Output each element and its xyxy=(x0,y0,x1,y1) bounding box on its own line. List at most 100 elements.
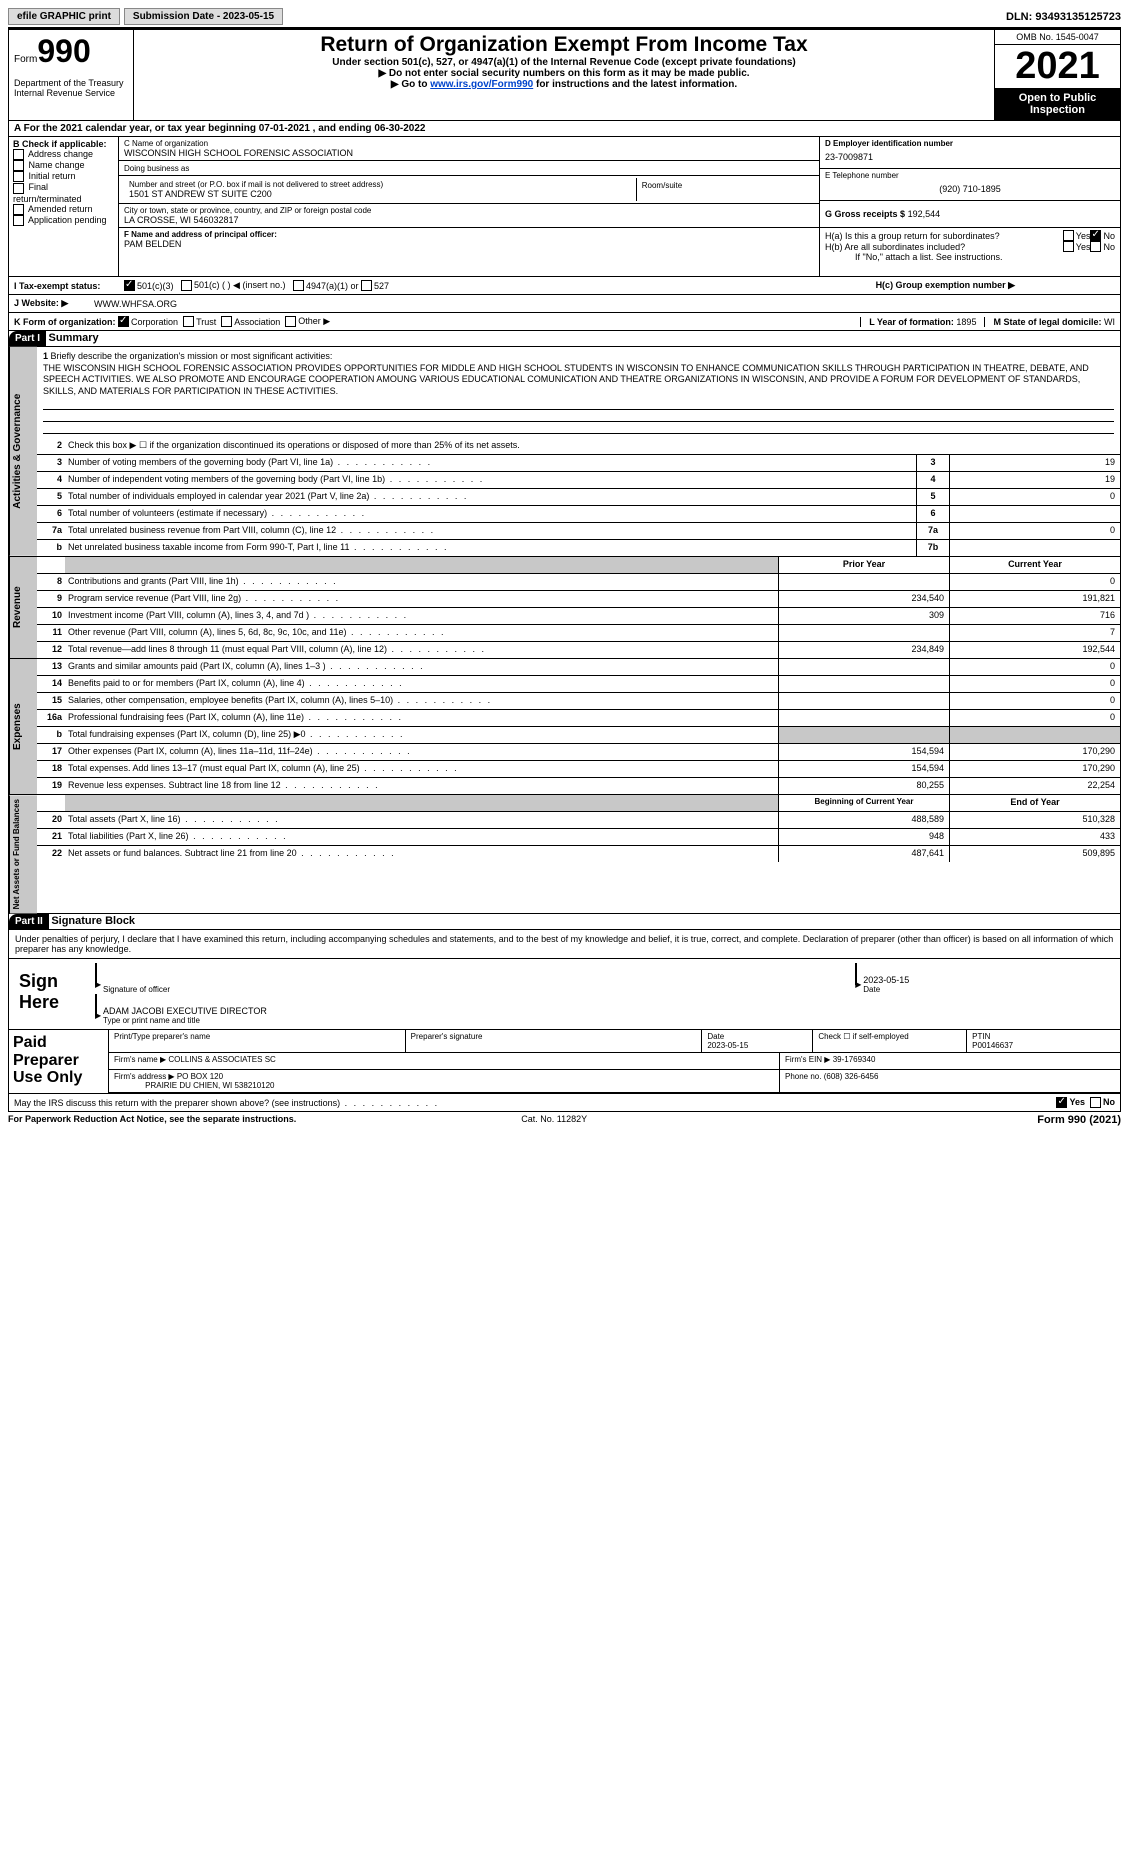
data-row: 5Total number of individuals employed in… xyxy=(37,489,1120,506)
data-row: 14Benefits paid to or for members (Part … xyxy=(37,676,1120,693)
data-row: 20Total assets (Part X, line 16)488,5895… xyxy=(37,812,1120,829)
form-title: Return of Organization Exempt From Incom… xyxy=(139,33,989,57)
other-checkbox[interactable] xyxy=(285,316,296,327)
section-c: C Name of organization WISCONSIN HIGH SC… xyxy=(119,137,820,276)
checkbox-final-return/terminated[interactable] xyxy=(13,183,24,194)
data-row: 13Grants and similar amounts paid (Part … xyxy=(37,659,1120,676)
info-grid: B Check if applicable: Address change Na… xyxy=(8,137,1121,277)
sign-here-label: Sign Here xyxy=(15,963,95,1025)
name-label: C Name of organization xyxy=(124,139,814,148)
part1-header: Part I Summary xyxy=(8,331,1121,347)
netassets-label: Net Assets or Fund Balances xyxy=(9,795,37,913)
officer-print-name: ADAM JACOBI EXECUTIVE DIRECTOR xyxy=(103,1006,267,1016)
officer-name: PAM BELDEN xyxy=(124,239,814,249)
data-row: 9Program service revenue (Part VIII, lin… xyxy=(37,591,1120,608)
taxexempt-label: I Tax-exempt status: xyxy=(14,281,124,291)
declaration: Under penalties of perjury, I declare th… xyxy=(8,930,1121,959)
gross-value: 192,544 xyxy=(908,209,941,219)
hb-yes-checkbox[interactable] xyxy=(1063,241,1074,252)
ptin-value: P00146637 xyxy=(972,1041,1115,1050)
dept-text: Department of the Treasury Internal Reve… xyxy=(14,70,128,98)
trust-checkbox[interactable] xyxy=(183,316,194,327)
data-row: 18Total expenses. Add lines 13–17 (must … xyxy=(37,761,1120,778)
corp-checkbox[interactable] xyxy=(118,316,129,327)
data-row: 3Number of voting members of the governi… xyxy=(37,455,1120,472)
activities-label: Activities & Governance xyxy=(9,347,37,556)
expenses-section: Expenses 13Grants and similar amounts pa… xyxy=(8,659,1121,795)
phone-value: (920) 710-1895 xyxy=(825,180,1115,198)
checkbox-initial-return[interactable] xyxy=(13,171,24,182)
firm-phone: (608) 326-6456 xyxy=(824,1072,879,1081)
501c-checkbox[interactable] xyxy=(181,280,192,291)
firm-address: PO BOX 120 xyxy=(177,1072,223,1081)
dba-label: Doing business as xyxy=(124,164,189,173)
formorg-label: K Form of organization: xyxy=(14,317,116,327)
room-label: Room/suite xyxy=(642,181,682,190)
phone-label: E Telephone number xyxy=(825,171,1115,180)
right-info: D Employer identification number 23-7009… xyxy=(820,137,1120,276)
sign-here-block: Sign Here 2023-05-15 Signature of office… xyxy=(8,959,1121,1030)
irs-link[interactable]: www.irs.gov/Form990 xyxy=(430,79,533,90)
data-row: bTotal fundraising expenses (Part IX, co… xyxy=(37,727,1120,744)
org-address: 1501 ST ANDREW ST SUITE C200 xyxy=(129,189,631,199)
mission-text: THE WISCONSIN HIGH SCHOOL FORENSIC ASSOC… xyxy=(43,363,1089,396)
firm-name: COLLINS & ASSOCIATES SC xyxy=(168,1055,275,1064)
assoc-checkbox[interactable] xyxy=(221,316,232,327)
data-row: 10Investment income (Part VIII, column (… xyxy=(37,608,1120,625)
firm-ein: 39-1769340 xyxy=(833,1055,876,1064)
subtitle-3: ▶ Go to www.irs.gov/Form990 for instruct… xyxy=(139,79,989,90)
year-formation: 1895 xyxy=(956,317,976,327)
section-b: B Check if applicable: Address change Na… xyxy=(9,137,119,276)
ein-label: D Employer identification number xyxy=(825,139,1115,148)
data-row: 16aProfessional fundraising fees (Part I… xyxy=(37,710,1120,727)
data-row: 19Revenue less expenses. Subtract line 1… xyxy=(37,778,1120,794)
addr-label: Number and street (or P.O. box if mail i… xyxy=(129,180,631,189)
4947-checkbox[interactable] xyxy=(293,280,304,291)
page-footer: For Paperwork Reduction Act Notice, see … xyxy=(8,1112,1121,1128)
section-b-item: Initial return xyxy=(13,171,114,182)
form-word: Form xyxy=(14,54,37,65)
form-id-cell: Form990 Department of the Treasury Inter… xyxy=(9,30,134,120)
pra-notice: For Paperwork Reduction Act Notice, see … xyxy=(8,1114,296,1126)
section-b-item: Amended return xyxy=(13,204,114,215)
discuss-yes-checkbox[interactable] xyxy=(1056,1097,1067,1108)
data-row: 22Net assets or fund balances. Subtract … xyxy=(37,846,1120,862)
ha-no-checkbox[interactable] xyxy=(1090,230,1101,241)
section-i: I Tax-exempt status: 501(c)(3) 501(c) ( … xyxy=(8,277,1121,295)
efile-button[interactable]: efile GRAPHIC print xyxy=(8,8,120,25)
data-row: 8Contributions and grants (Part VIII, li… xyxy=(37,574,1120,591)
omb-number: OMB No. 1545-0047 xyxy=(995,30,1120,45)
section-k-l-m: K Form of organization: Corporation Trus… xyxy=(8,313,1121,331)
org-city: LA CROSSE, WI 546032817 xyxy=(124,215,814,225)
state-domicile: WI xyxy=(1104,317,1115,327)
ha-text: H(a) Is this a group return for subordin… xyxy=(825,231,1063,241)
dln-text: DLN: 93493135125723 xyxy=(1006,11,1121,23)
checkbox-amended-return[interactable] xyxy=(13,204,24,215)
data-row: 17Other expenses (Part IX, column (A), l… xyxy=(37,744,1120,761)
data-row: 15Salaries, other compensation, employee… xyxy=(37,693,1120,710)
title-cell: Return of Organization Exempt From Incom… xyxy=(134,30,995,120)
section-b-item: Address change xyxy=(13,149,114,160)
expenses-label: Expenses xyxy=(9,659,37,794)
527-checkbox[interactable] xyxy=(361,280,372,291)
org-name: WISCONSIN HIGH SCHOOL FORENSIC ASSOCIATI… xyxy=(124,148,814,158)
data-row: 6Total number of volunteers (estimate if… xyxy=(37,506,1120,523)
501c3-checkbox[interactable] xyxy=(124,280,135,291)
data-row: 21Total liabilities (Part X, line 26)948… xyxy=(37,829,1120,846)
discuss-no-checkbox[interactable] xyxy=(1090,1097,1101,1108)
checkbox-address-change[interactable] xyxy=(13,149,24,160)
gross-label: G Gross receipts $ xyxy=(825,209,905,219)
paid-preparer-block: Paid Preparer Use Only Print/Type prepar… xyxy=(8,1030,1121,1094)
checkbox-name-change[interactable] xyxy=(13,160,24,171)
ha-yes-checkbox[interactable] xyxy=(1063,230,1074,241)
subtitle-1: Under section 501(c), 527, or 4947(a)(1)… xyxy=(139,57,989,68)
revenue-label: Revenue xyxy=(9,557,37,658)
officer-label: F Name and address of principal officer: xyxy=(124,230,814,239)
section-b-item: Application pending xyxy=(13,215,114,226)
submission-button[interactable]: Submission Date - 2023-05-15 xyxy=(124,8,283,25)
section-b-item: Final return/terminated xyxy=(13,182,114,203)
website-label: J Website: ▶ xyxy=(14,298,94,309)
mission-block: 1 Briefly describe the organization's mi… xyxy=(37,347,1120,438)
checkbox-application-pending[interactable] xyxy=(13,215,24,226)
hb-no-checkbox[interactable] xyxy=(1090,241,1101,252)
